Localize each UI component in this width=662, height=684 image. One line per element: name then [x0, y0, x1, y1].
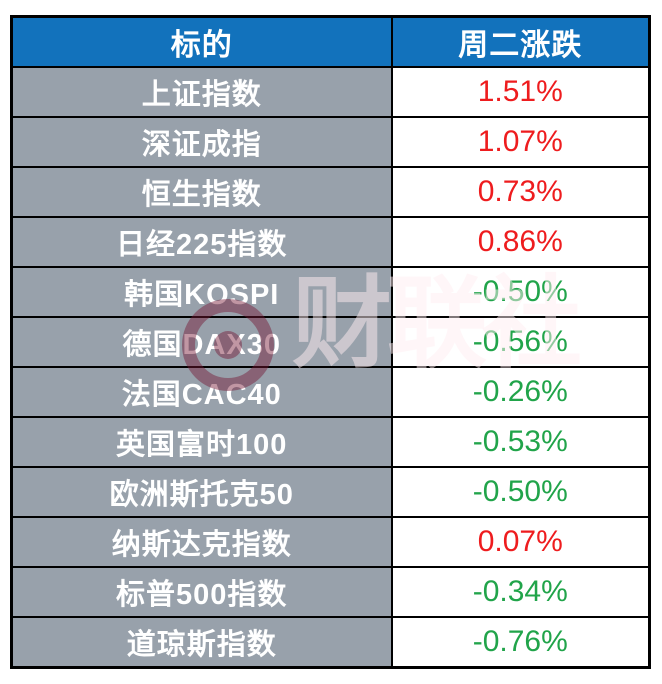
table-row: 标普500指数 -0.34%	[10, 566, 651, 618]
change-value-cell: -0.34%	[390, 566, 651, 618]
index-name-cell: 标普500指数	[10, 566, 393, 618]
change-value-cell: -0.50%	[390, 266, 651, 318]
index-name-cell: 深证成指	[10, 116, 393, 168]
index-name-cell: 英国富时100	[10, 416, 393, 468]
index-name-cell: 日经225指数	[10, 216, 393, 268]
index-name-cell: 恒生指数	[10, 166, 393, 218]
change-value-cell: 1.07%	[390, 116, 651, 168]
table-row: 日经225指数 0.86%	[10, 216, 651, 268]
change-value-cell: -0.50%	[390, 466, 651, 518]
change-value-cell: -0.26%	[390, 366, 651, 418]
change-value-cell: 0.86%	[390, 216, 651, 268]
change-value-cell: -0.76%	[390, 616, 651, 669]
change-value-cell: -0.56%	[390, 316, 651, 368]
index-name-cell: 道琼斯指数	[10, 616, 393, 669]
table-row: 韩国KOSPI -0.50%	[10, 266, 651, 318]
column-header-tuesday-change: 周二涨跌	[390, 15, 651, 68]
table-row: 德国DAX30 -0.56%	[10, 316, 651, 368]
table-row: 法国CAC40 -0.26%	[10, 366, 651, 418]
index-name-cell: 欧洲斯托克50	[10, 466, 393, 518]
table-row: 欧洲斯托克50 -0.50%	[10, 466, 651, 518]
table-row: 纳斯达克指数 0.07%	[10, 516, 651, 568]
index-name-cell: 韩国KOSPI	[10, 266, 393, 318]
change-value-cell: 0.73%	[390, 166, 651, 218]
change-value-cell: 1.51%	[390, 66, 651, 118]
index-name-cell: 纳斯达克指数	[10, 516, 393, 568]
change-value-cell: 0.07%	[390, 516, 651, 568]
index-name-cell: 法国CAC40	[10, 366, 393, 418]
index-name-cell: 上证指数	[10, 66, 393, 118]
change-value-cell: -0.53%	[390, 416, 651, 468]
table-row: 英国富时100 -0.53%	[10, 416, 651, 468]
table-row: 深证成指 1.07%	[10, 116, 651, 168]
column-header-target: 标的	[10, 15, 393, 68]
header-row: 标的 周二涨跌	[10, 15, 651, 68]
table-row: 上证指数 1.51%	[10, 66, 651, 118]
index-change-table: 标的 周二涨跌 上证指数 1.51% 深证成指 1.07% 恒生指数 0.73% 日经225…	[10, 15, 651, 669]
index-name-cell: 德国DAX30	[10, 316, 393, 368]
table-row: 道琼斯指数 -0.76%	[10, 616, 651, 669]
table-body: 上证指数 1.51% 深证成指 1.07% 恒生指数 0.73% 日经225指数 0.86% 韩…	[10, 66, 651, 669]
table-row: 恒生指数 0.73%	[10, 166, 651, 218]
